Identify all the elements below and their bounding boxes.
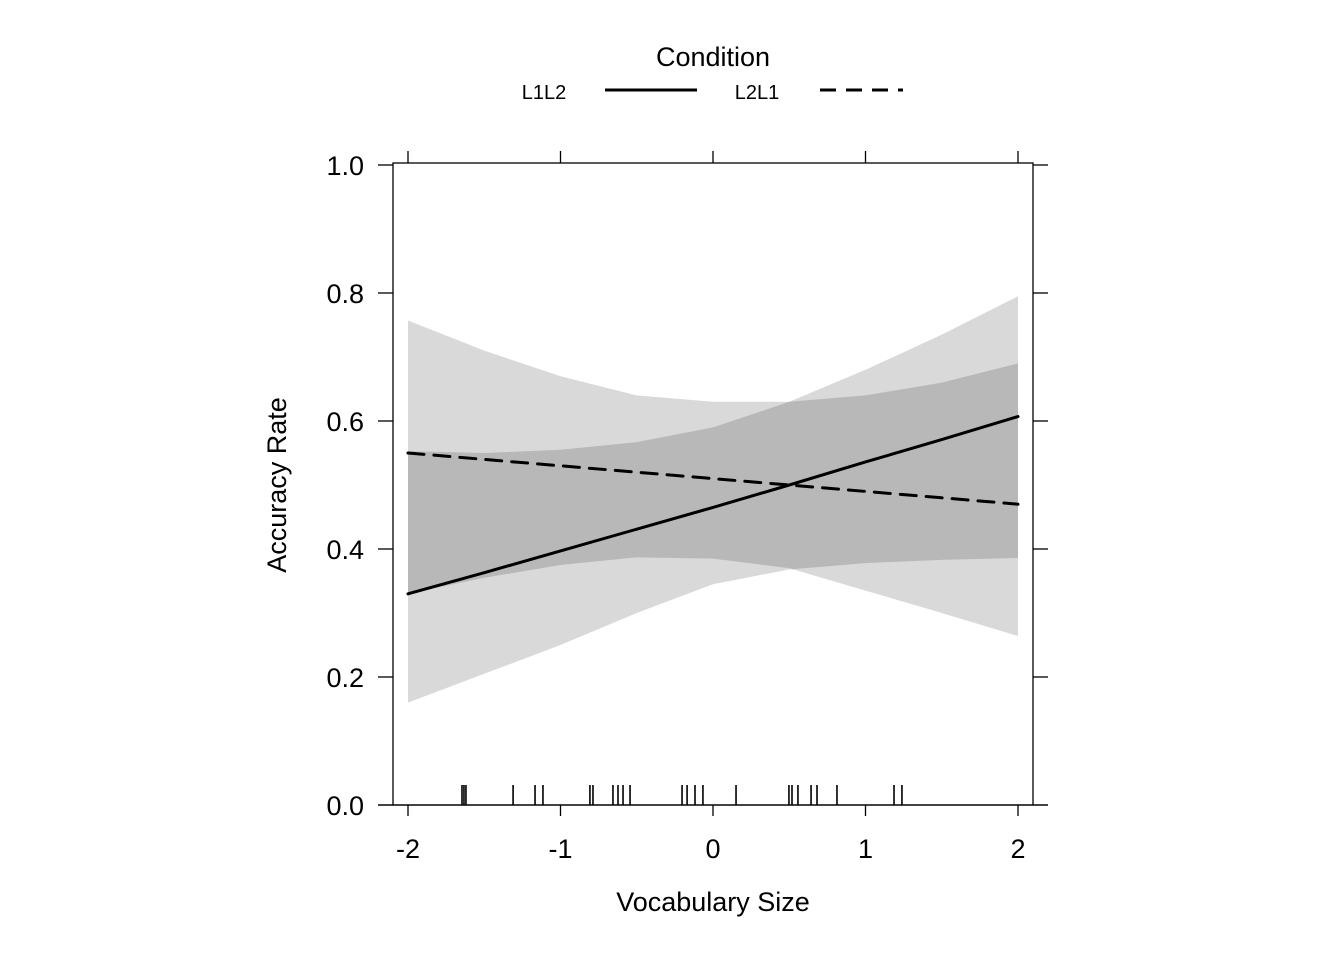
y-axis: 0.0 0.2 0.4 0.6 0.8 1.0 (326, 151, 1048, 821)
line-l1l2 (406, 415, 1020, 596)
x-axis-title: Vocabulary Size (616, 887, 810, 917)
legend-title: Condition (656, 42, 770, 72)
y-tick-label: 0.0 (326, 791, 364, 821)
band-l2l1 (408, 320, 1018, 637)
line-l2l1 (406, 451, 1020, 506)
x-axis: -2 -1 0 1 2 (378, 151, 1048, 864)
confidence-bands (408, 296, 1018, 703)
y-tick-label: 0.2 (326, 663, 364, 693)
y-tick-label: 0.8 (326, 279, 364, 309)
x-tick-label: 2 (1010, 834, 1025, 864)
y-tick-label: 0.4 (326, 535, 364, 565)
y-tick-label: 1.0 (326, 151, 364, 181)
series-lines (406, 415, 1020, 596)
x-tick-label: 0 (705, 834, 720, 864)
legend-label-l2l1: L2L1 (735, 82, 780, 104)
x-tick-label: -1 (548, 834, 572, 864)
y-tick-label: 0.6 (326, 407, 364, 437)
x-tick-label: -2 (396, 834, 420, 864)
legend-label-l1l2: L1L2 (522, 82, 567, 104)
band-l1l2 (408, 296, 1018, 703)
legend: Condition L1L2 L2L1 (522, 42, 903, 104)
rug-marks (461, 785, 903, 805)
y-axis-title: Accuracy Rate (262, 397, 292, 573)
x-tick-label: 1 (858, 834, 873, 864)
